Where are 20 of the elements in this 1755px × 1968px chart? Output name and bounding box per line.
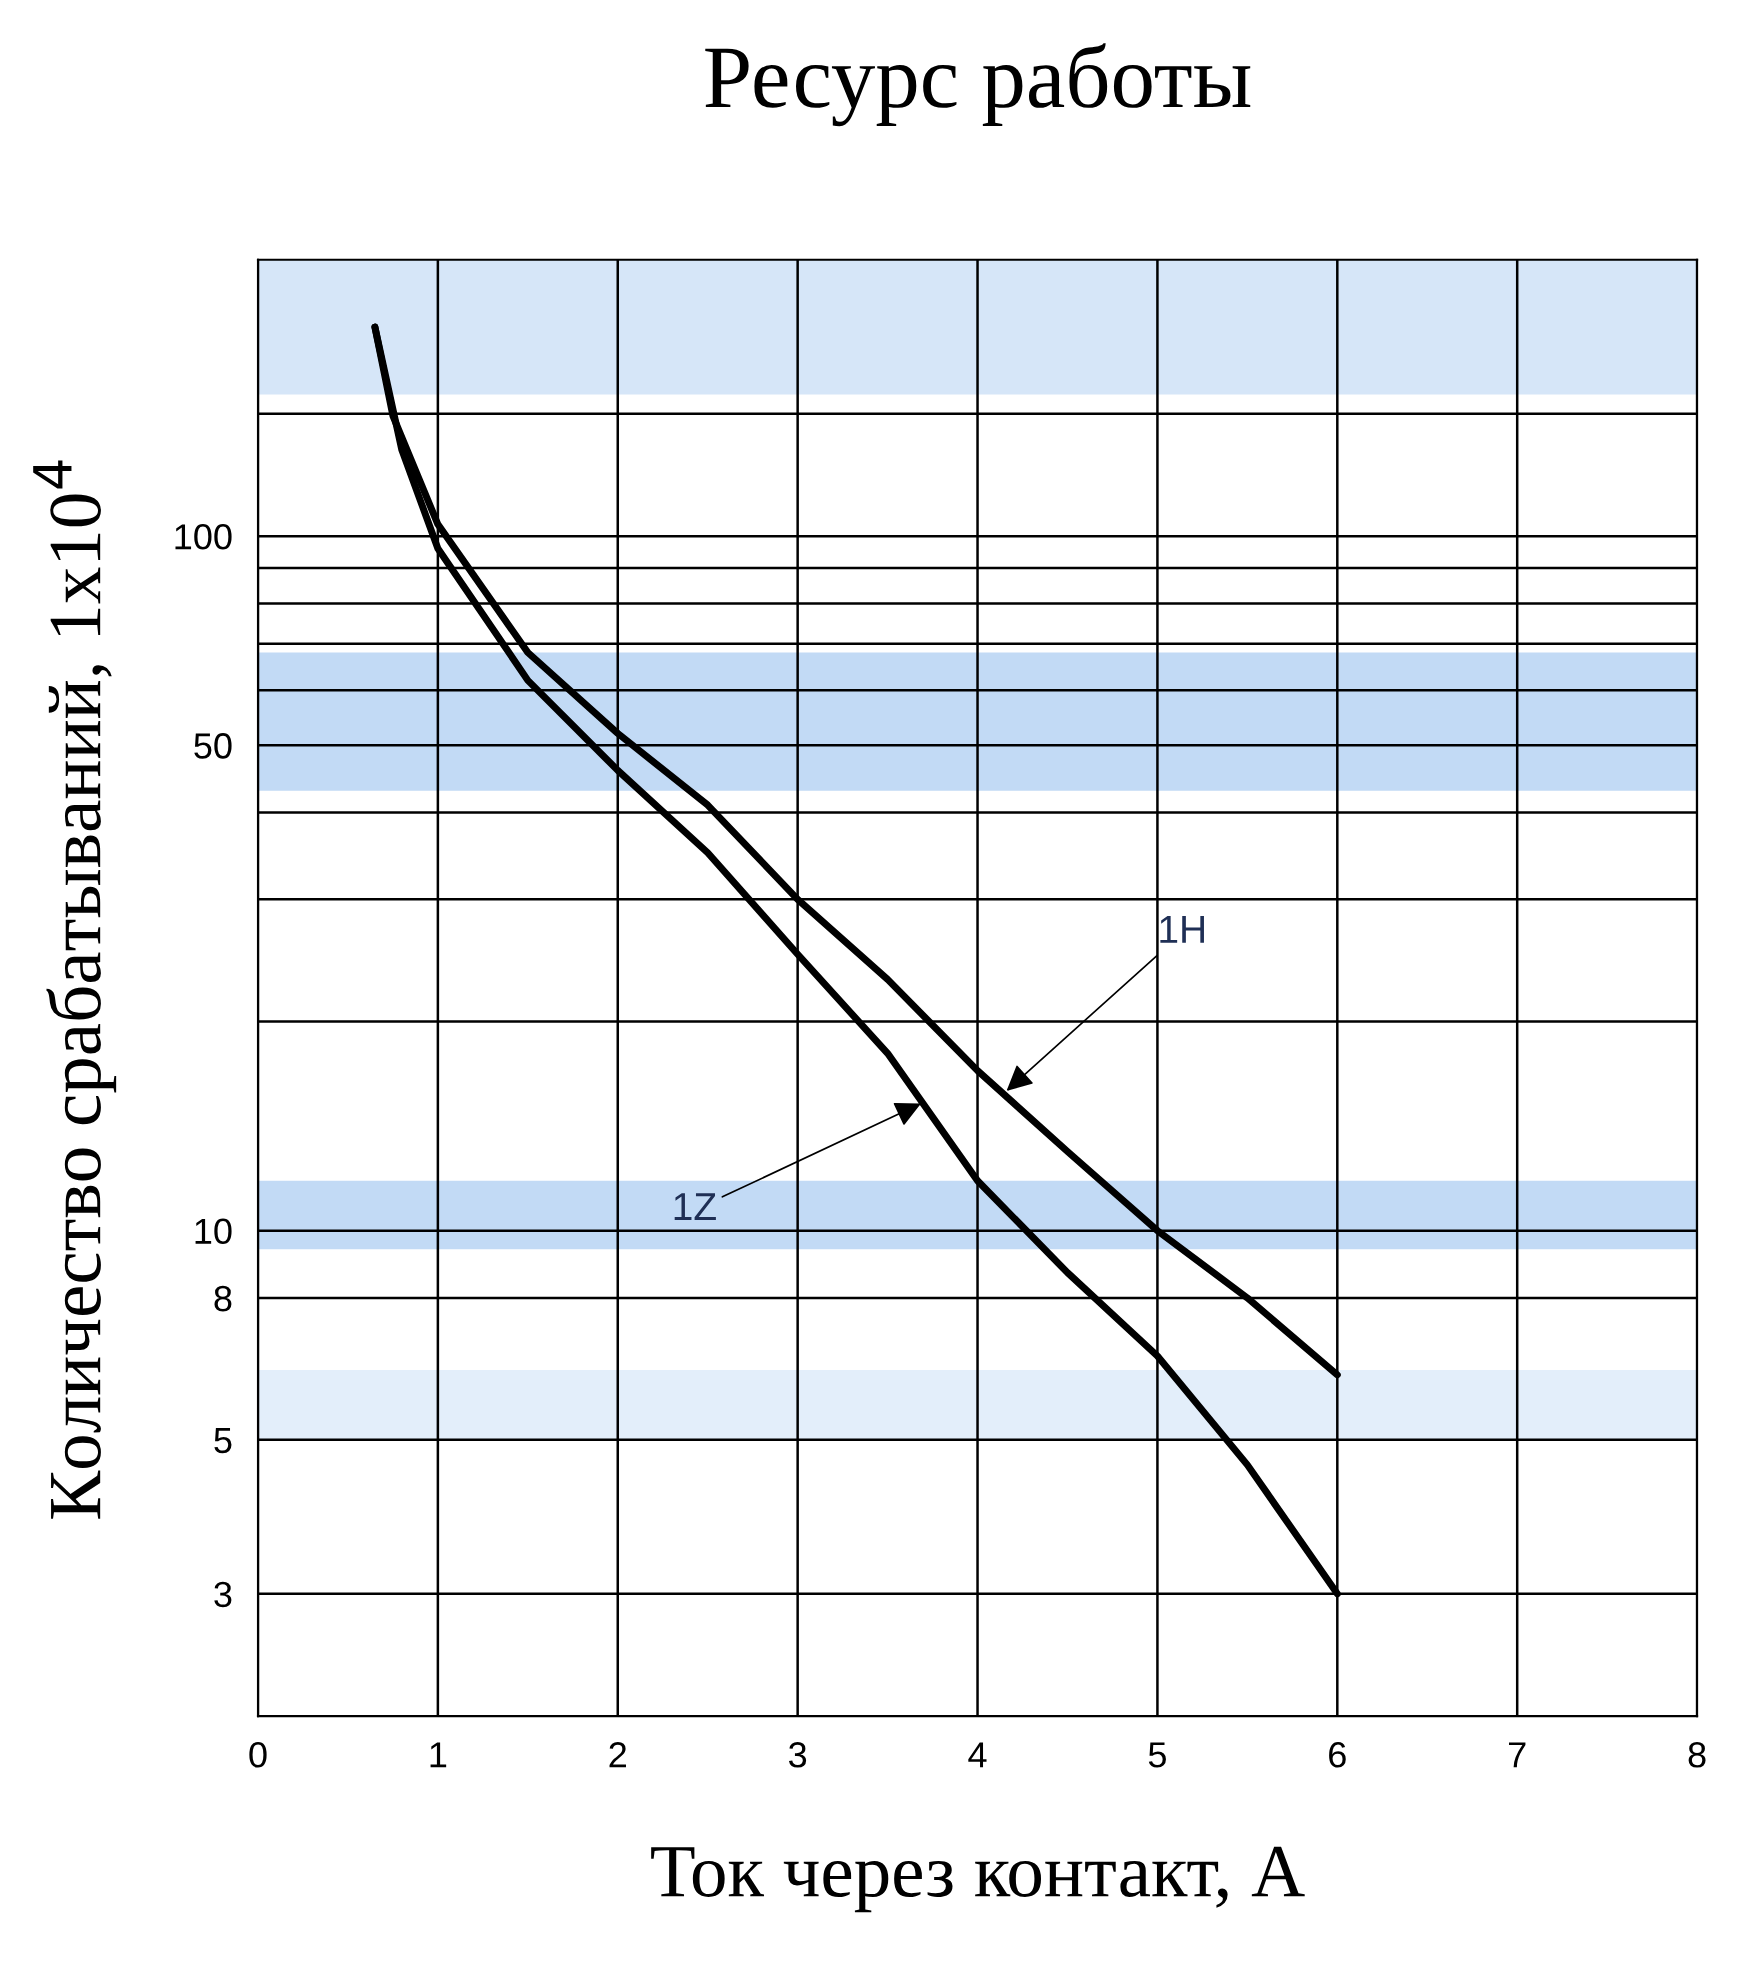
x-tick-label: 3 <box>788 1742 807 1768</box>
x-tick-label: 6 <box>1329 1742 1346 1768</box>
x-tick-label: 0 <box>249 1742 267 1768</box>
x-tick-label: 5 <box>1148 1742 1166 1768</box>
y-tick-label: 50 <box>194 733 232 759</box>
annotation: 1Z <box>674 1193 716 1221</box>
y-axis-title: Количество срабатываний, 1x10$^{4}$ <box>33 460 117 1519</box>
x-tick-label: 8 <box>1688 1742 1706 1768</box>
x-tick-label: 4 <box>968 1742 987 1768</box>
y-tick-label: 8 <box>214 1285 232 1312</box>
chart-title: Ресурс работы <box>705 43 1251 127</box>
x-tick-label: 7 <box>1509 1742 1526 1768</box>
y-tick-label: 100 <box>175 524 232 550</box>
x-tick-label: 2 <box>609 1742 626 1768</box>
y-tick-label: 5 <box>214 1427 232 1454</box>
x-axis-title: Ток через контакт, А <box>651 1846 1305 1913</box>
y-tick-label: 3 <box>214 1581 232 1608</box>
x-tick-label: 1 <box>430 1742 447 1768</box>
annotation: 1H <box>1160 916 1204 943</box>
y-tick-label: 10 <box>195 1218 232 1245</box>
